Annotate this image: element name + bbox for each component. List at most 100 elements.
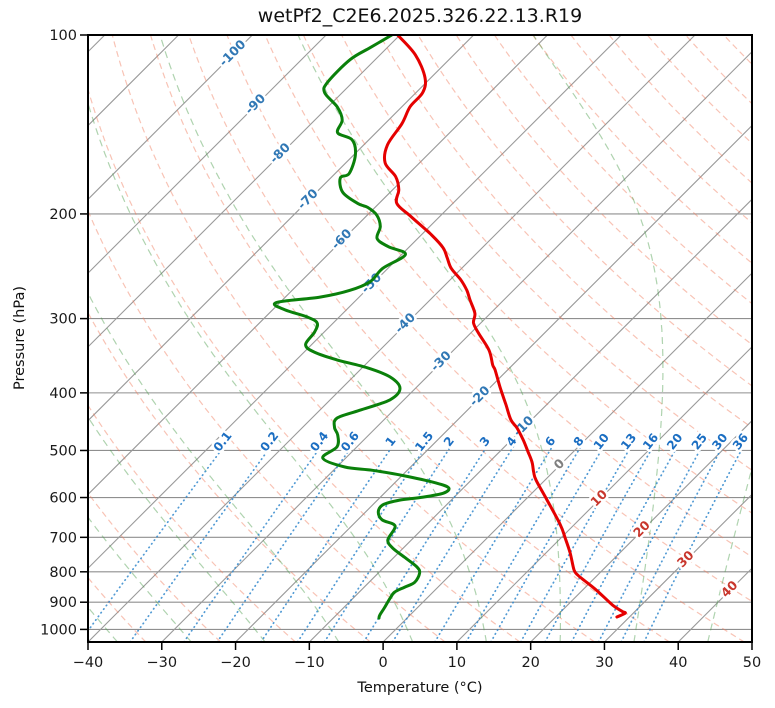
isotherm-label: -70 [294,185,321,212]
mixing-ratio-line [597,445,703,642]
y-tick-label: 500 [49,443,77,459]
dry-adiabat [455,35,752,346]
mixing-ratio-line [129,445,272,642]
mixing-ratio-label: 1 [382,434,398,449]
y-ticks: 100 200 300 400 500 600 700 800 900 1000 [40,28,87,638]
plot-border [87,34,753,643]
mixing-ratio-label: 10 [591,431,612,453]
isotherm-label: 40 [718,577,741,600]
isotherm-line [751,641,752,642]
dry-adiabat [417,35,752,387]
dry-adiabat [88,492,222,642]
mixing-ratio-line [183,445,322,642]
pressure-gridlines [88,35,752,630]
dry-adiabat [88,87,521,642]
isotherm-line [677,567,752,642]
moist-adiabat [88,416,266,642]
dry-adiabat [341,35,752,471]
temperature-line [382,35,627,619]
x-tick-label: −30 [146,655,177,671]
mixing-ratio-lines [88,445,744,642]
isotherm-label: -90 [242,90,269,117]
dry-adiabat [762,35,775,642]
dry-adiabat [532,35,752,264]
dry-adiabat [88,209,446,642]
mixing-ratio-label: 6 [542,434,558,449]
dry-adiabat [88,404,296,642]
mixing-ratio-line [519,445,632,642]
moist-adiabat [0,30,44,642]
dry-adiabat [685,35,752,105]
isotherm-line [88,35,475,422]
isotherm-label: 0 [551,455,568,472]
x-tick-label: 10 [448,655,466,671]
isotherm-label: 30 [674,547,697,570]
dry-adiabat [149,35,670,642]
isotherm-label: -40 [392,309,419,336]
isotherm-line [88,35,548,496]
moist-adiabat [88,606,118,642]
x-tick-label: 50 [743,655,761,671]
isotherm-line [604,493,752,642]
dry-adiabat [302,35,752,514]
mixing-ratio-line [434,445,554,642]
moist-adiabat [88,101,414,642]
y-tick-label: 200 [49,207,77,223]
y-tick-label: 900 [49,595,77,611]
isotherm-line [88,35,327,274]
y-tick-label: 800 [49,565,77,581]
isotherm-lines [88,35,752,642]
isotherm-line [88,35,253,201]
dry-adiabat [111,35,596,642]
x-ticks: −40 −30 −20 −10 0 10 20 30 40 50 [73,643,761,671]
dry-adiabat [88,311,371,642]
isotherm-label: -30 [427,347,454,374]
isotherm-label: -60 [328,225,355,252]
mixing-ratio-line [216,445,353,642]
moist-adiabat-lines [0,30,752,642]
y-tick-label: 600 [49,491,77,507]
x-tick-label: 0 [378,655,387,671]
dry-adiabat [723,35,752,66]
mixing-ratio-line [88,445,225,633]
x-tick-label: −10 [294,655,325,671]
y-tick-label: 100 [49,28,77,44]
isotherm-line [456,346,752,642]
dry-adiabat [646,35,752,145]
chart-title: wetPf2_C2E6.2025.326.22.13.R19 [257,5,583,27]
isotherm-line [88,35,401,348]
isotherm-line [161,50,752,642]
mixing-ratio-line [490,445,605,642]
mixing-ratio-label: 36 [730,431,751,453]
mixing-ratio-line [465,445,582,642]
isotherm-line [308,198,752,642]
isotherm-line [88,35,622,570]
isotherm-line [88,35,106,53]
dry-adiabat [88,576,147,642]
mixing-ratio-line [570,445,678,642]
dry-adiabat [379,35,752,429]
isotherm-line [235,124,752,642]
x-axis-label: Temperature (°C) [357,680,483,696]
mixing-ratio-label: 13 [618,431,639,453]
isotherm-label: -100 [216,36,249,69]
plot-area: -100-90-80-70-60-50-40-30-20-10010203040… [0,30,775,642]
y-tick-label: 1000 [40,622,77,638]
moist-adiabat [159,35,487,642]
y-tick-label: 700 [49,530,77,546]
dry-adiabat [608,35,752,184]
mixing-ratio-line [323,445,452,642]
moist-adiabat [297,35,561,642]
x-tick-label: 40 [669,655,687,671]
dry-adiabat [188,35,745,642]
dry-adiabat [226,35,752,603]
moist-adiabat [88,291,340,642]
mixing-ratio-label: 3 [477,434,493,449]
isotherm-line [382,272,752,642]
x-tick-label: −40 [73,655,104,671]
x-tick-label: 20 [521,655,539,671]
mixing-ratio-line [544,445,654,642]
mixing-ratio-line [620,445,724,642]
